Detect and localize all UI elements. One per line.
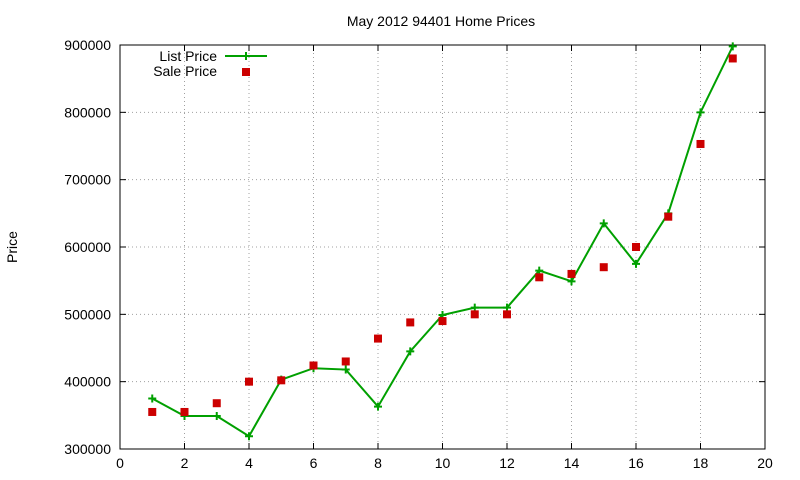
sale-price-point (567, 269, 576, 278)
chart-title: May 2012 94401 Home Prices (347, 13, 535, 29)
sale-price-point (696, 139, 705, 148)
list-price-point (148, 394, 157, 403)
x-tick-label: 2 (181, 455, 189, 471)
list-price-point (341, 365, 350, 374)
sale-price-point (148, 407, 157, 416)
sale-price-point (180, 407, 189, 416)
sale-price-point (728, 54, 737, 63)
list-price-point (696, 108, 705, 117)
legend-marker-list-price (242, 52, 250, 60)
grid-lines (120, 45, 765, 449)
list-price-point (406, 347, 415, 356)
x-tick-label: 4 (245, 455, 253, 471)
x-tick-label: 18 (693, 455, 709, 471)
list-price-point (245, 432, 253, 441)
sale-price-point (503, 310, 511, 319)
y-tick-label: 500000 (64, 306, 111, 322)
axis-ticks: 0 2 4 6 8 10 12 14 16 18 20 300000 400000 500000 60000… (64, 37, 773, 471)
sale-price-point (599, 263, 608, 272)
legend-label-sale-price: Sale Price (153, 63, 217, 79)
list-price-point (599, 219, 608, 228)
list-price-point (212, 412, 221, 421)
sale-price-point (374, 334, 382, 343)
list-price-point (632, 259, 640, 268)
sale-price-point (212, 399, 221, 408)
legend: List Price Sale Price (153, 48, 267, 79)
y-tick-label: 400000 (64, 374, 111, 390)
x-tick-label: 14 (564, 455, 580, 471)
x-tick-label: 16 (628, 455, 644, 471)
list-price-point (535, 266, 544, 275)
sale-price-point (470, 310, 479, 319)
y-tick-label: 800000 (64, 104, 111, 120)
sale-price-point (438, 317, 447, 326)
sale-price-point (277, 376, 286, 385)
sale-price-point (341, 357, 350, 366)
series-layer (148, 42, 737, 441)
list-price-point (503, 303, 511, 312)
sale-price-point (535, 273, 544, 282)
list-price-point (728, 42, 737, 51)
y-axis-label: Price (4, 231, 20, 263)
x-tick-label: 6 (310, 455, 318, 471)
sale-price-point (664, 212, 673, 221)
x-tick-label: 8 (374, 455, 382, 471)
x-tick-label: 0 (116, 455, 124, 471)
legend-label-list-price: List Price (159, 48, 217, 64)
y-tick-label: 600000 (64, 239, 111, 255)
x-tick-label: 12 (499, 455, 515, 471)
x-tick-label: 10 (435, 455, 451, 471)
list-price-point (567, 277, 576, 286)
sale-price-point (245, 377, 253, 386)
y-tick-label: 700000 (64, 172, 111, 188)
legend-marker-sale-price (242, 68, 250, 76)
list-price-point (470, 303, 479, 312)
sale-price-point (632, 243, 640, 251)
x-tick-label: 20 (757, 455, 773, 471)
list-price-point (374, 402, 382, 411)
sale-price-point (309, 361, 318, 370)
y-tick-label: 300000 (64, 441, 111, 457)
sale-price-point (406, 318, 415, 327)
y-tick-label: 900000 (64, 37, 111, 53)
